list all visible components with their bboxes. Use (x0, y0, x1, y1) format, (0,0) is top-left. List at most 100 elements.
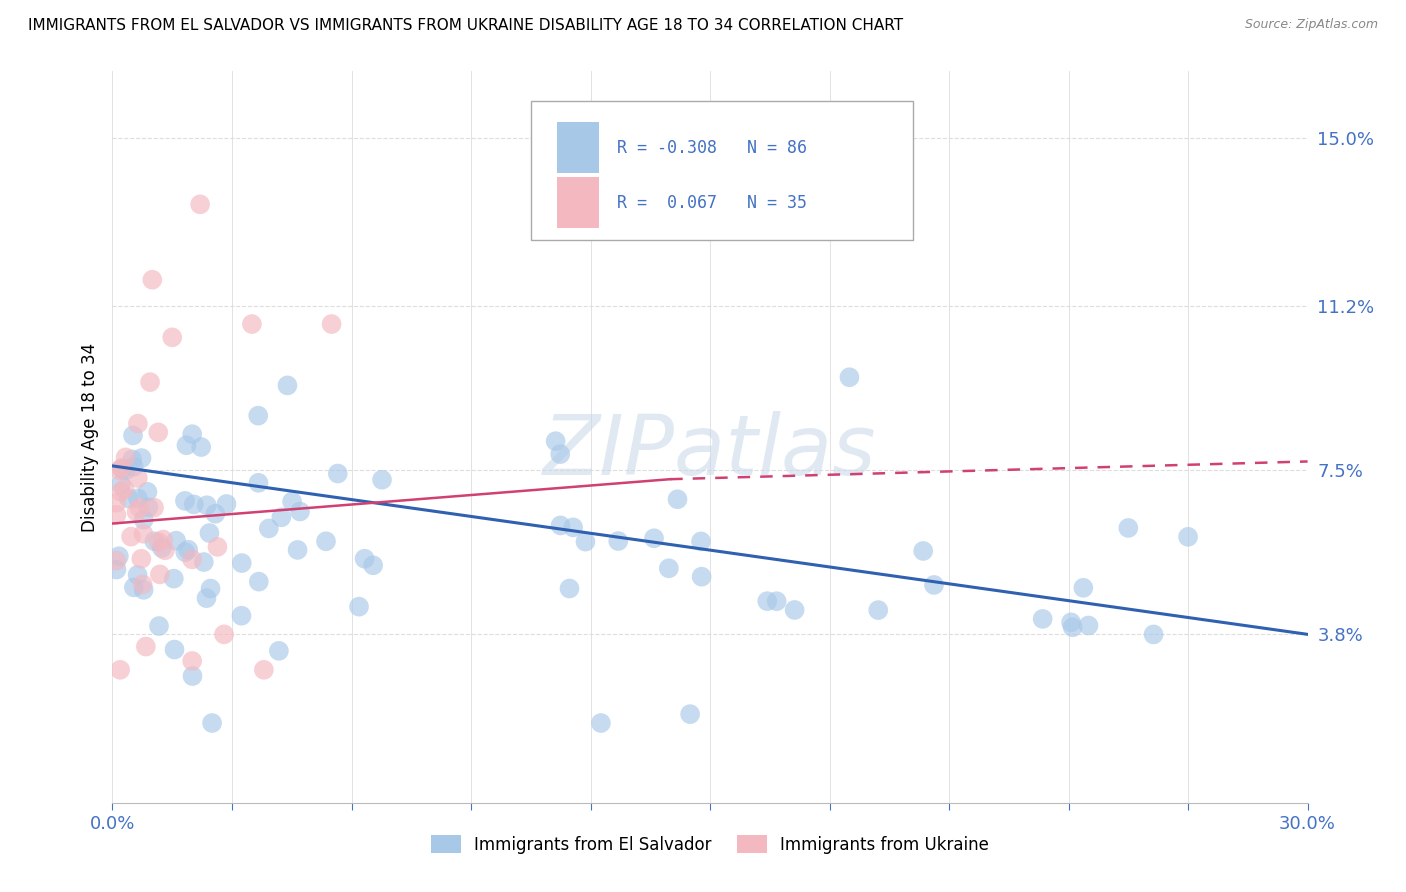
Point (347, 599, 370, 614)
Point (267, 644, 290, 658)
Point (120, 530, 142, 544)
Point (550, 518, 572, 533)
Point (177, 542, 200, 557)
Point (152, 533, 174, 547)
Point (128, 500, 150, 515)
Point (165, 533, 187, 548)
Point (181, 427, 204, 442)
Point (176, 438, 198, 452)
Point (195, 591, 218, 606)
Point (110, 461, 132, 475)
Point (181, 669, 204, 683)
Point (783, 603, 806, 617)
Y-axis label: Disability Age 18 to 34: Disability Age 18 to 34 (80, 343, 98, 532)
Point (1032, 612, 1054, 626)
Point (143, 534, 166, 549)
Point (162, 330, 183, 344)
Point (108, 549, 131, 564)
Point (174, 494, 197, 508)
Point (112, 482, 135, 496)
Point (148, 535, 170, 549)
Point (114, 463, 136, 477)
Point (212, 627, 235, 641)
Point (153, 543, 176, 558)
Point (288, 504, 311, 518)
Point (207, 540, 229, 554)
Point (361, 558, 384, 573)
Point (131, 451, 153, 466)
Point (135, 640, 157, 654)
FancyBboxPatch shape (531, 101, 914, 240)
Point (544, 434, 567, 449)
Point (912, 544, 935, 558)
Point (118, 491, 141, 506)
Point (198, 526, 221, 541)
Point (679, 707, 702, 722)
Point (658, 561, 681, 575)
Point (111, 462, 134, 476)
Point (150, 541, 173, 555)
Point (231, 608, 253, 623)
Point (326, 467, 349, 481)
Point (253, 663, 276, 677)
Point (127, 568, 149, 582)
Point (247, 475, 270, 490)
Point (321, 317, 343, 331)
Point (765, 594, 787, 608)
Point (1118, 521, 1140, 535)
Point (1071, 581, 1094, 595)
Text: IMMIGRANTS FROM EL SALVADOR VS IMMIGRANTS FROM UKRAINE DISABILITY AGE 18 TO 34 C: IMMIGRANTS FROM EL SALVADOR VS IMMIGRANT… (28, 18, 903, 33)
Point (240, 317, 263, 331)
Point (149, 567, 172, 582)
Point (247, 409, 270, 423)
Point (270, 510, 292, 524)
Point (163, 572, 186, 586)
Point (353, 551, 375, 566)
Point (114, 450, 136, 465)
Point (201, 716, 224, 731)
Text: ZIPatlas: ZIPatlas (543, 411, 877, 492)
Point (127, 417, 149, 431)
Point (138, 500, 160, 515)
Point (1060, 615, 1083, 630)
Point (183, 497, 205, 511)
Point (204, 507, 226, 521)
Point (188, 197, 211, 211)
Point (132, 582, 155, 597)
Point (574, 534, 596, 549)
Point (1077, 618, 1099, 632)
Point (121, 452, 143, 467)
Point (148, 619, 170, 633)
FancyBboxPatch shape (557, 177, 599, 228)
Point (122, 428, 145, 442)
Point (181, 654, 204, 668)
Point (190, 440, 212, 454)
Point (562, 520, 585, 534)
Point (247, 574, 270, 589)
Point (127, 491, 149, 506)
Point (122, 581, 145, 595)
Point (131, 577, 153, 591)
Point (105, 496, 128, 510)
Point (690, 534, 713, 549)
Point (127, 471, 149, 485)
Point (105, 563, 128, 577)
Point (132, 513, 155, 527)
Point (589, 716, 612, 731)
FancyBboxPatch shape (557, 122, 599, 173)
Point (215, 497, 238, 511)
Legend: Immigrants from El Salvador, Immigrants from Ukraine: Immigrants from El Salvador, Immigrants … (425, 829, 995, 860)
Point (131, 551, 153, 566)
Point (110, 477, 132, 491)
Point (200, 582, 222, 596)
Point (105, 508, 128, 522)
Point (558, 582, 581, 596)
Point (108, 663, 131, 677)
Point (105, 553, 128, 567)
Point (132, 526, 155, 541)
Text: R = -0.308   N = 86: R = -0.308 N = 86 (617, 139, 807, 157)
Point (690, 569, 713, 583)
Point (141, 273, 163, 287)
Point (174, 545, 197, 559)
Point (163, 642, 186, 657)
